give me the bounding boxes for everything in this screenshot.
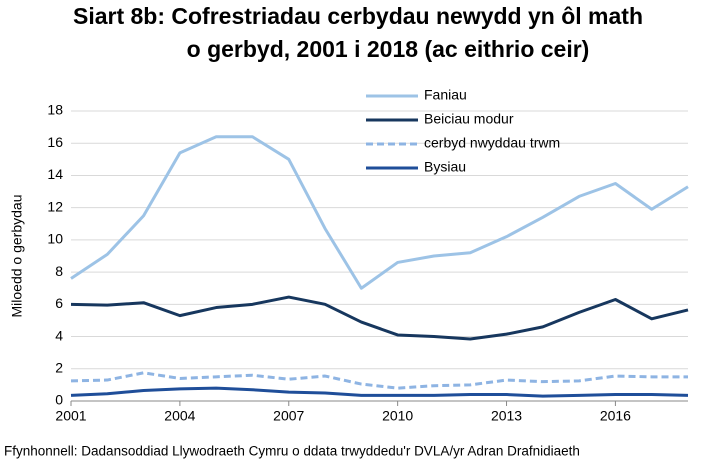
x-tick-label: 2013 (491, 408, 522, 424)
series-line (70, 135, 689, 290)
legend-label: cerbyd nwyddau trwm (424, 135, 560, 151)
source-note: Ffynhonnell: Dadansoddiad Llywodraeth Cy… (4, 444, 580, 459)
x-tick-label: 2004 (164, 408, 195, 424)
y-tick-label: 0 (55, 392, 63, 408)
y-tick-label: 12 (47, 198, 63, 214)
series-line (70, 295, 689, 341)
y-axis-label: Miloedd o gerbydau (9, 195, 25, 318)
y-tick-label: 18 (47, 102, 63, 118)
x-tick-label: 2016 (600, 408, 631, 424)
legend-label: Bysiau (424, 159, 466, 175)
y-tick-label: 14 (47, 166, 63, 182)
x-tick-label: 2010 (382, 408, 413, 424)
y-tick-label: 2 (55, 359, 63, 375)
y-tick-label: 16 (47, 134, 63, 150)
y-tick-label: 6 (55, 295, 63, 311)
legend-label: Beiciau modur (424, 111, 514, 127)
chart-title: Siart 8b: Cofrestriadau cerbydau newydd … (73, 3, 643, 29)
x-tick-label: 2001 (55, 408, 86, 424)
series-line (70, 371, 688, 390)
y-tick-label: 4 (55, 327, 63, 343)
legend-label: Faniau (424, 87, 467, 103)
chart-title: o gerbyd, 2001 i 2018 (ac eithrio ceir) (187, 36, 590, 62)
x-tick-label: 2007 (273, 408, 304, 424)
series-line (70, 386, 689, 398)
y-tick-label: 8 (55, 263, 63, 279)
y-tick-label: 10 (47, 231, 63, 247)
